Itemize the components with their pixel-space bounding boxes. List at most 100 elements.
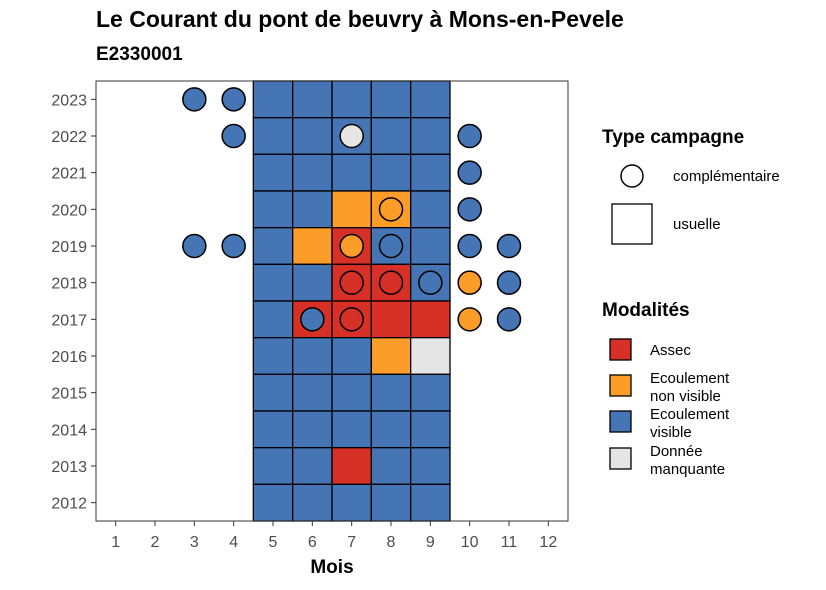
tile-2015-9 xyxy=(410,373,451,412)
point-2019-4 xyxy=(221,233,246,259)
tile-2021-7 xyxy=(331,153,372,192)
x-tick-label-10: 10 xyxy=(461,534,479,551)
x-tick-label-7: 7 xyxy=(347,534,356,551)
tile-2014-8 xyxy=(370,410,412,449)
y-tick-label-2022: 2022 xyxy=(51,129,87,146)
tile-2021-9 xyxy=(410,153,451,192)
tile-2020-6 xyxy=(292,190,333,229)
tile-2013-5 xyxy=(252,447,294,485)
point-2023-3 xyxy=(182,87,207,112)
tile-2021-5 xyxy=(252,153,294,192)
tile-2015-5 xyxy=(252,373,294,412)
legend-modalite-label-donnee_manquante-2: manquante xyxy=(650,461,725,478)
point-2018-8 xyxy=(378,270,404,295)
point-2017-11 xyxy=(496,307,522,332)
tile-2023-5 xyxy=(252,80,294,119)
point-2022-10 xyxy=(457,123,482,149)
point-2018-7 xyxy=(339,270,364,295)
tile-2018-5 xyxy=(252,263,294,302)
tile-2014-9 xyxy=(410,410,451,449)
tile-2014-5 xyxy=(252,410,294,449)
legend-modalite-key-ecoulement_visible xyxy=(609,410,632,433)
tile-2017-9 xyxy=(410,300,451,339)
y-tick-label-2023: 2023 xyxy=(51,92,87,109)
point-2022-7 xyxy=(339,123,364,149)
tile-2017-8 xyxy=(370,300,412,339)
tile-2018-6 xyxy=(292,263,333,302)
tile-2019-6 xyxy=(292,227,333,265)
tile-2023-8 xyxy=(370,80,412,119)
point-2019-10 xyxy=(457,233,482,259)
tile-2021-6 xyxy=(292,153,333,192)
tile-2014-6 xyxy=(292,410,333,449)
x-tick-label-6: 6 xyxy=(308,534,317,551)
legend-modalite-label-donnee_manquante-1: Donnée xyxy=(650,443,703,460)
y-tick-label-2018: 2018 xyxy=(51,276,87,293)
tile-2020-7 xyxy=(331,190,372,229)
tile-2016-8 xyxy=(370,337,412,375)
point-2020-8 xyxy=(378,197,404,222)
tile-2022-6 xyxy=(292,117,333,155)
y-tick-label-2021: 2021 xyxy=(51,166,87,183)
point-2019-8 xyxy=(378,233,404,259)
legend-modalite-key-ecoulement_non_visible xyxy=(609,374,632,397)
tile-2015-6 xyxy=(292,373,333,412)
y-tick-label-2012: 2012 xyxy=(51,496,87,513)
legend-modalite-label-assec-1: Assec xyxy=(650,342,691,359)
tile-2023-9 xyxy=(410,80,451,119)
tile-2023-6 xyxy=(292,80,333,119)
tile-2016-7 xyxy=(331,337,372,375)
point-2023-4 xyxy=(221,87,246,112)
point-2018-9 xyxy=(418,270,443,295)
tile-2022-5 xyxy=(252,117,294,155)
tile-2019-9 xyxy=(410,227,451,265)
x-tick-label-11: 11 xyxy=(501,534,518,551)
tile-2020-9 xyxy=(410,190,451,229)
legend-type-key-complementaire xyxy=(620,164,644,188)
plot-panel-border xyxy=(95,80,569,522)
legend-type-key-usuelle xyxy=(611,203,653,245)
y-tick-label-2014: 2014 xyxy=(51,422,87,439)
point-2022-4 xyxy=(221,123,246,149)
x-tick-label-9: 9 xyxy=(426,534,435,551)
x-tick-label-5: 5 xyxy=(269,534,278,551)
tile-2022-9 xyxy=(410,117,451,155)
x-tick-label-3: 3 xyxy=(190,534,199,551)
point-2019-11 xyxy=(496,233,522,259)
point-2017-6 xyxy=(300,307,325,332)
y-tick-label-2016: 2016 xyxy=(51,349,87,366)
tile-2014-7 xyxy=(331,410,372,449)
legend-type-title: Type campagne xyxy=(602,127,744,148)
legend-modalite-label-ecoulement_visible-2: visible xyxy=(650,424,692,441)
x-tick-label-8: 8 xyxy=(387,534,396,551)
tile-2019-5 xyxy=(252,227,294,265)
x-tick-label-4: 4 xyxy=(229,534,238,551)
point-2020-10 xyxy=(457,197,482,222)
x-axis-title: Mois xyxy=(310,557,353,578)
tile-2013-9 xyxy=(410,447,451,485)
y-tick-label-2020: 2020 xyxy=(51,202,87,219)
legend-modalite-key-assec xyxy=(609,338,632,361)
tile-2012-5 xyxy=(252,483,294,522)
x-tick-label-12: 12 xyxy=(539,534,557,551)
tile-2012-8 xyxy=(370,483,412,522)
legend-modalite-label-ecoulement_non_visible-2: non visible xyxy=(650,388,721,405)
tile-2015-7 xyxy=(331,373,372,412)
tile-2012-7 xyxy=(331,483,372,522)
tile-2013-6 xyxy=(292,447,333,485)
tile-2016-6 xyxy=(292,337,333,375)
tile-2013-7 xyxy=(331,447,372,485)
legend-type-label-usuelle: usuelle xyxy=(673,216,721,233)
tile-2012-9 xyxy=(410,483,451,522)
tile-2012-6 xyxy=(292,483,333,522)
point-2018-11 xyxy=(496,270,522,295)
tile-2022-8 xyxy=(370,117,412,155)
y-tick-label-2019: 2019 xyxy=(51,239,87,256)
tile-2016-9 xyxy=(410,337,451,375)
tile-2016-5 xyxy=(252,337,294,375)
point-2019-7 xyxy=(339,233,364,259)
legend-modalites-title: Modalités xyxy=(602,300,690,321)
x-tick-label-1: 1 xyxy=(111,534,120,551)
legend-modalite-label-ecoulement_visible-1: Ecoulement xyxy=(650,406,730,423)
